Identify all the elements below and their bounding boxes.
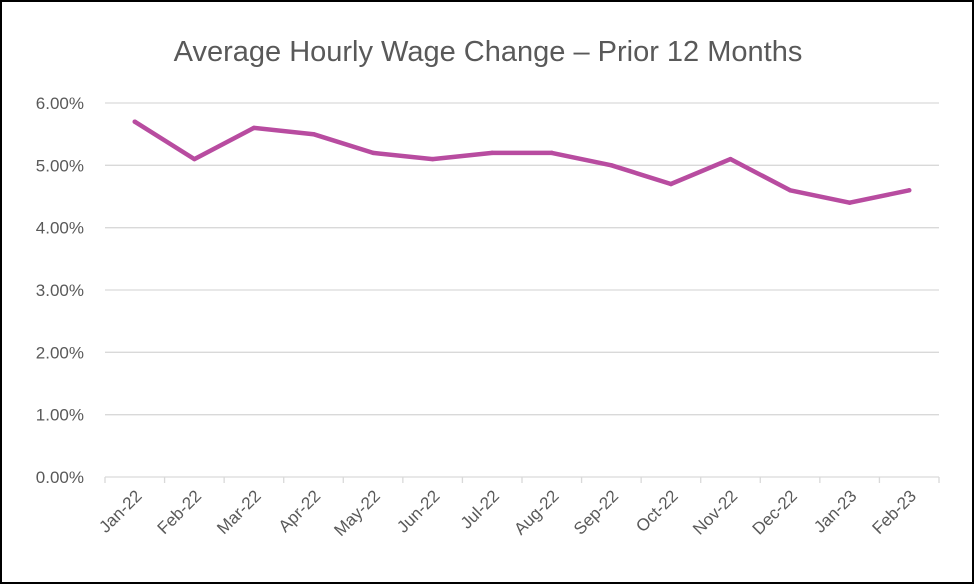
data-point <box>907 188 912 193</box>
x-tick-label: Apr-22 <box>275 486 325 536</box>
y-tick-label: 5.00% <box>36 156 84 175</box>
x-tick-label: Jan-23 <box>810 486 860 536</box>
x-tick-label: Jun-22 <box>393 486 443 536</box>
x-tick-label: May-22 <box>330 486 384 540</box>
x-tick-label: Mar-22 <box>213 486 265 538</box>
data-point <box>192 156 197 162</box>
x-tick-label: Oct-22 <box>632 486 682 536</box>
x-tick-label: Aug-22 <box>510 486 562 538</box>
data-point <box>847 200 852 205</box>
x-tick-label: Nov-22 <box>689 486 741 538</box>
x-tick-label: Jan-22 <box>95 486 145 536</box>
gridlines <box>105 102 939 478</box>
series-layer <box>132 119 912 205</box>
data-point <box>132 119 137 124</box>
y-tick-label: 2.00% <box>36 343 84 362</box>
data-point <box>609 163 614 168</box>
y-tick-label: 3.00% <box>36 281 84 300</box>
x-tick-label: Jul-22 <box>457 486 503 532</box>
x-tick-label: Sep-22 <box>570 486 622 538</box>
data-point <box>490 150 495 156</box>
y-tick-label: 4.00% <box>36 219 84 238</box>
series-line <box>132 119 912 205</box>
data-point <box>549 150 554 156</box>
x-axis-ticks: Jan-22 Feb-22 Mar-22 Apr-22 May-22 Jun-22 Jul-… <box>95 477 940 540</box>
x-tick-label: Feb-22 <box>154 486 206 538</box>
x-tick-label: Dec-22 <box>749 486 801 538</box>
y-tick-label: 0.00% <box>36 468 84 487</box>
data-point <box>668 181 674 187</box>
x-tick-label: Feb-23 <box>869 486 921 538</box>
data-point <box>728 156 733 162</box>
data-point <box>787 188 793 193</box>
data-point <box>251 125 257 131</box>
chart-title: Average Hourly Wage Change – Prior 12 Mo… <box>174 36 803 68</box>
data-point <box>430 156 435 162</box>
data-point <box>311 131 316 137</box>
data-point <box>370 150 376 156</box>
y-axis-ticks: 0.00% 1.00% 2.00% 3.00% 4.00% 5.00% 6.00% <box>36 94 84 487</box>
y-tick-label: 1.00% <box>36 406 84 425</box>
y-tick-label: 6.00% <box>36 94 84 113</box>
